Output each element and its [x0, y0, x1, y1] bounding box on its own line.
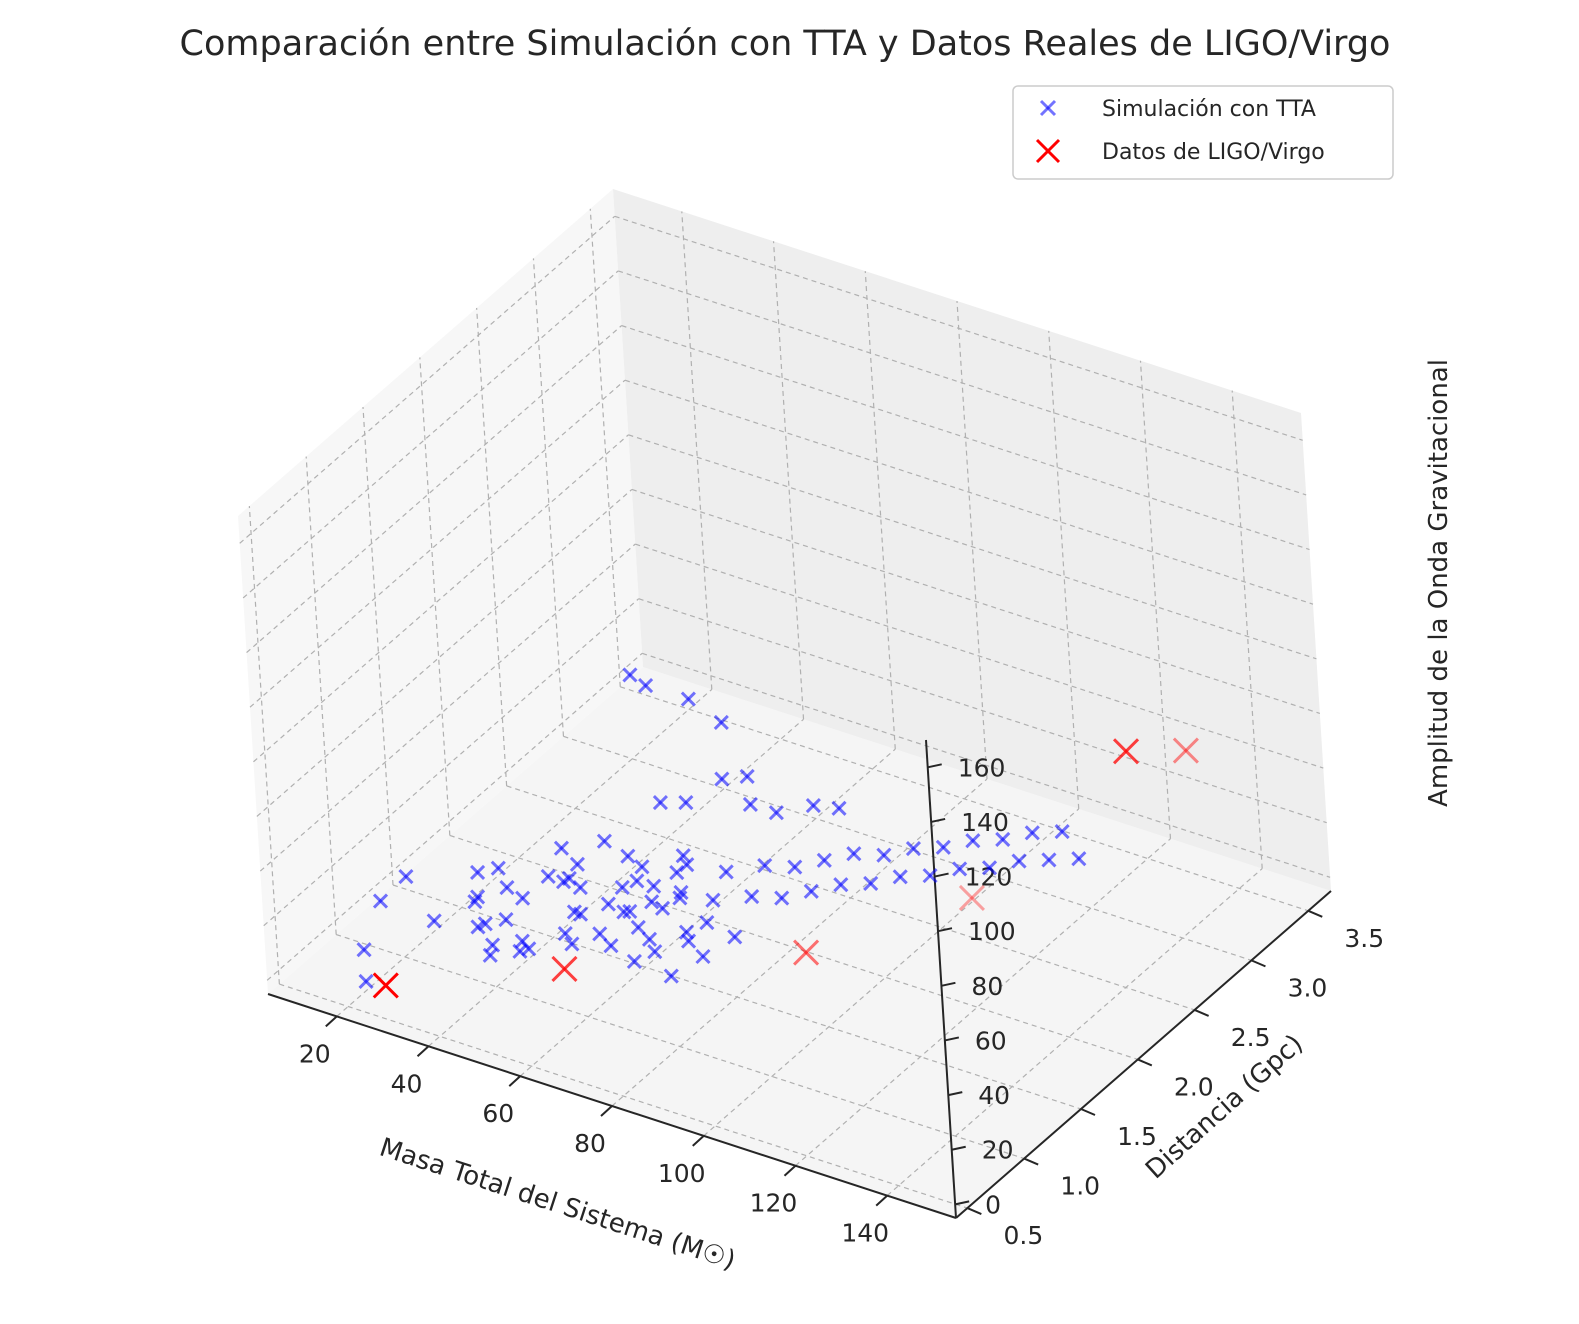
y-tick-mark	[1195, 1010, 1209, 1016]
y-tick-mark	[967, 1208, 981, 1214]
x-tick-label: 80	[574, 1129, 606, 1158]
z-tick-label: 160	[958, 753, 1006, 782]
z-tick-label: 60	[975, 1026, 1007, 1055]
z-tick-label: 0	[985, 1190, 1001, 1219]
y-tick-mark	[1024, 1159, 1038, 1165]
x-tick-mark	[326, 1016, 337, 1026]
legend: Simulación con TTA Datos de LIGO/Virgo	[1013, 86, 1393, 179]
y-tick-mark	[1251, 960, 1265, 966]
z-tick-label: 40	[978, 1081, 1010, 1110]
x-tick-mark	[784, 1166, 795, 1176]
y-tick-mark	[1308, 911, 1322, 917]
x-tick-label: 40	[391, 1069, 423, 1098]
z-axis-label: Amplitud de la Onda Gravitacional	[1424, 359, 1454, 807]
z-tick-label: 80	[971, 972, 1003, 1001]
x-tick-mark	[601, 1106, 612, 1116]
z-tick-label: 140	[961, 808, 1009, 837]
chart-title: Comparación entre Simulación con TTA y D…	[180, 24, 1391, 64]
pane-layer	[238, 189, 1331, 1218]
x-tick-mark	[509, 1076, 520, 1086]
z-tick-label: 20	[982, 1136, 1014, 1165]
x-tick-label: 60	[482, 1099, 514, 1128]
x-tick-label: 100	[658, 1159, 706, 1188]
y-tick-label: 1.0	[1060, 1172, 1100, 1201]
y-tick-mark	[1081, 1109, 1095, 1115]
y-tick-mark	[1138, 1059, 1152, 1065]
y-tick-label: 2.5	[1231, 1023, 1271, 1052]
y-axis-label: Distancia (Gpc)	[1140, 1029, 1309, 1185]
x-tick-label: 140	[841, 1219, 889, 1248]
x-tick-label: 120	[750, 1189, 798, 1218]
z-tick-label: 100	[968, 917, 1016, 946]
x-tick-mark	[693, 1136, 704, 1146]
y-tick-label: 3.5	[1344, 924, 1384, 953]
x-tick-label: 20	[299, 1039, 331, 1068]
x-tick-mark	[418, 1046, 429, 1056]
legend-label-simulation: Simulación con TTA	[1102, 97, 1316, 122]
y-tick-label: 3.0	[1288, 973, 1328, 1002]
x-tick-mark	[876, 1196, 887, 1206]
y-tick-label: 0.5	[1003, 1221, 1043, 1250]
legend-label-ligo: Datos de LIGO/Virgo	[1102, 140, 1325, 165]
y-tick-label: 1.5	[1117, 1122, 1157, 1151]
y-tick-label: 2.0	[1174, 1072, 1214, 1101]
x-axis-label: Masa Total del Sistema (M☉)	[376, 1133, 739, 1277]
